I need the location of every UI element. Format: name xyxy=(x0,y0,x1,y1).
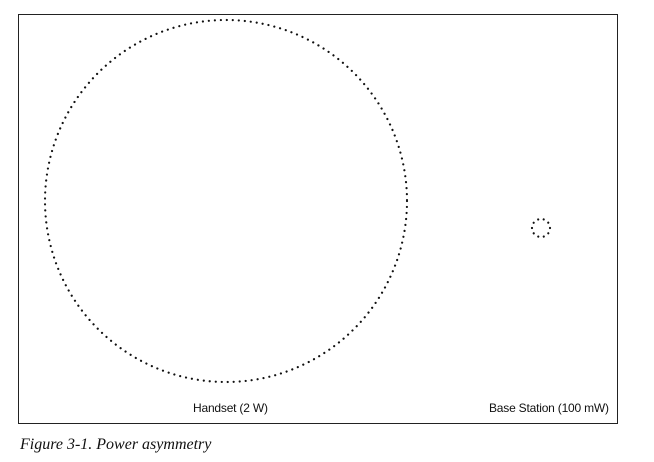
figure-caption: Figure 3-1. Power asymmetry xyxy=(20,436,212,453)
power-diagram xyxy=(43,18,552,384)
base-station-label: Base Station (100 mW) xyxy=(489,401,609,415)
handset-label: Handset (2 W) xyxy=(193,401,268,415)
figure-frame: Handset (2 W) Base Station (100 mW) xyxy=(18,14,618,424)
base-station-range-circle xyxy=(530,217,552,239)
handset-range-circle xyxy=(43,18,409,384)
